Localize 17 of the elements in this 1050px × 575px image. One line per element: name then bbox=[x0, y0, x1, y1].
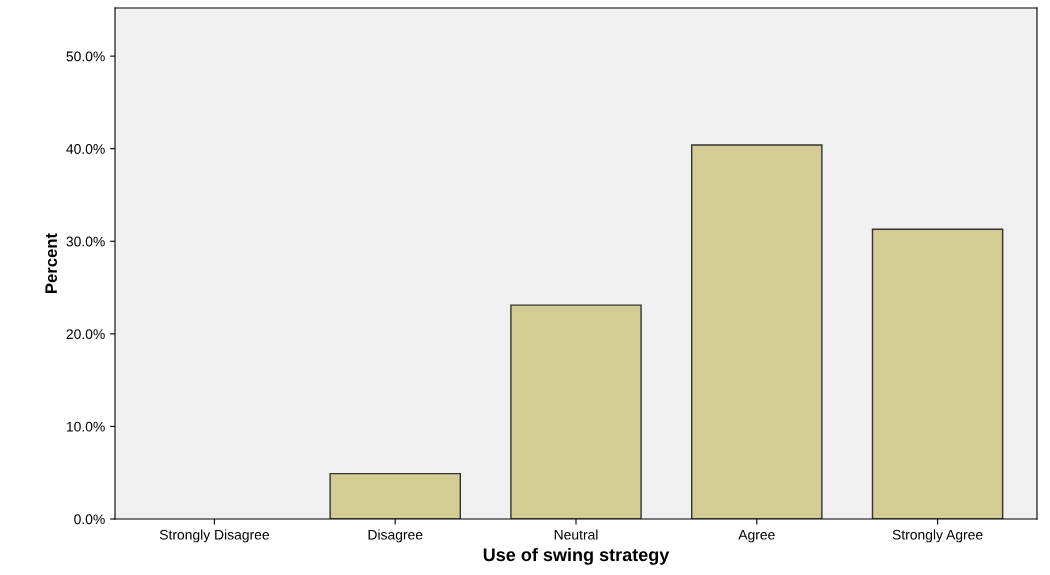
y-tick-label: 0.0% bbox=[74, 514, 105, 525]
y-tick-label: 40.0% bbox=[66, 144, 105, 154]
y-tick-label: 30.0% bbox=[66, 236, 105, 247]
x-tick-label: Strongly Agree bbox=[892, 529, 983, 543]
x-tick-label: Neutral bbox=[554, 529, 598, 540]
x-axis-title: Use of swing strategy bbox=[483, 547, 670, 565]
y-tick-label: 20.0% bbox=[66, 329, 105, 340]
y-tick-label: 50.0% bbox=[66, 51, 105, 62]
x-tick-label: Agree bbox=[738, 529, 775, 543]
bar bbox=[510, 304, 642, 519]
x-tick-label: Strongly Disagree bbox=[159, 529, 270, 543]
y-axis-title: Percent bbox=[45, 233, 58, 293]
bar bbox=[871, 228, 1004, 519]
bar bbox=[329, 472, 461, 519]
bar bbox=[691, 144, 823, 519]
y-tick-label: 10.0% bbox=[66, 421, 105, 432]
x-tick-label: Disagree bbox=[368, 529, 423, 543]
